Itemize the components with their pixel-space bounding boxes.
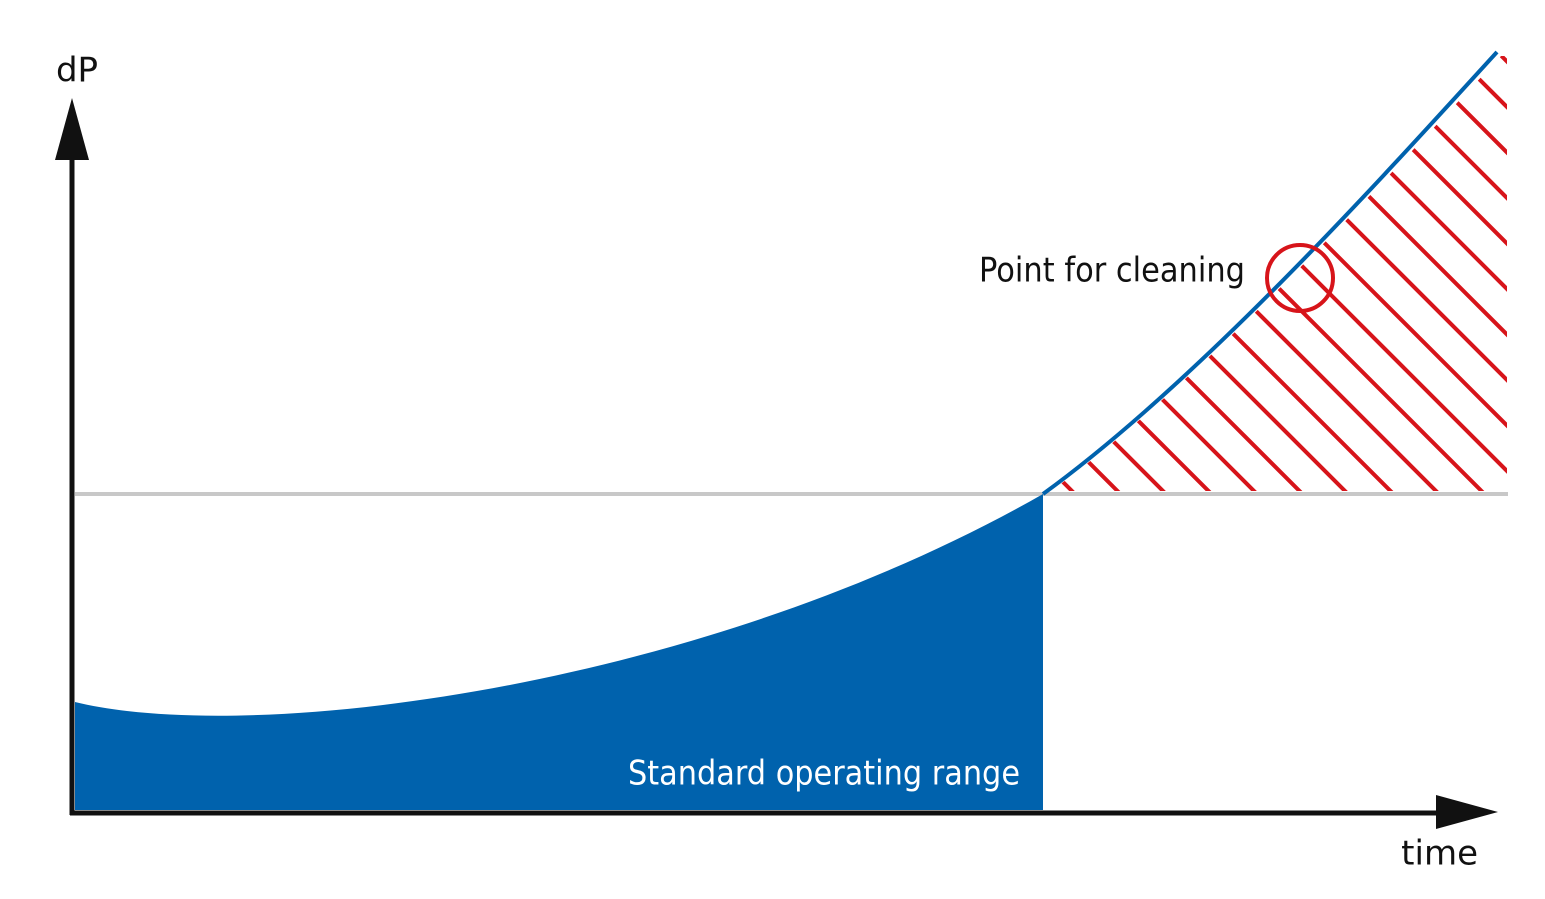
- hatch-line: [1306, 56, 1507, 494]
- y-axis-label: dP: [56, 51, 98, 91]
- x-axis-arrow: [1436, 795, 1498, 829]
- hatch-line: [1351, 56, 1507, 494]
- hatch-line: [1488, 56, 1507, 494]
- hatch-line: [1047, 56, 1259, 494]
- operating-label: Standard operating range: [628, 754, 1020, 794]
- operating-area: [75, 494, 1043, 810]
- hatch-line: [1397, 56, 1507, 494]
- cleaning-marker: [1265, 243, 1335, 313]
- y-axis-arrow: [55, 98, 89, 160]
- x-axis-label: time: [1401, 834, 1478, 874]
- pressure-curve: [1041, 50, 1499, 496]
- hatch-line: [1442, 56, 1507, 494]
- cleaning-label: Point for cleaning: [979, 251, 1245, 291]
- hatch-line: [1215, 56, 1507, 494]
